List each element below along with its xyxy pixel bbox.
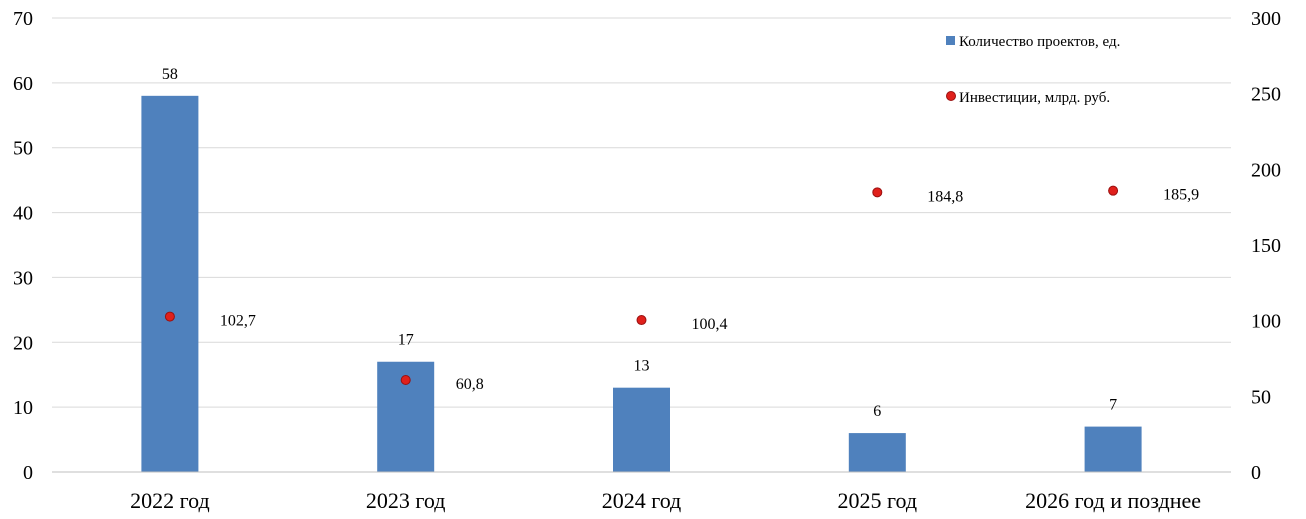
y-right-tick-label: 0 [1251, 462, 1261, 484]
bar-data-label: 13 [634, 358, 650, 375]
y-left-tick-label: 70 [13, 8, 33, 30]
x-tick-label: 2025 год [838, 488, 918, 513]
legend: Количество проектов, ед. Инвестиции, млр… [946, 34, 1120, 106]
bar [613, 387, 670, 472]
scatter-series: 102,7 60,8 100,4 184,8 185,9 [164, 185, 1199, 393]
y-left-tick-label: 0 [23, 462, 33, 484]
x-tick-label: 2024 год [602, 488, 682, 513]
legend-marker-dot [946, 91, 956, 101]
y-right-tick-label: 100 [1251, 311, 1281, 333]
bar [848, 433, 906, 472]
bar-series: 58 17 13 6 7 [141, 66, 1142, 472]
point-data-label: 184,8 [927, 188, 963, 205]
point-data-label: 185,9 [1163, 187, 1199, 204]
scatter-point [872, 187, 883, 198]
y-left-tick-label: 40 [13, 203, 33, 225]
y-right-tick-label: 300 [1251, 8, 1281, 30]
point-data-label: 102,7 [220, 313, 256, 330]
scatter-point [400, 374, 411, 385]
bar [1084, 426, 1142, 472]
point-data-label: 100,4 [692, 316, 728, 333]
scatter-point [164, 311, 175, 322]
scatter-point [1108, 185, 1119, 196]
y-right-tick-label: 250 [1251, 84, 1281, 106]
scatter-point [636, 315, 647, 326]
x-tick-label: 2023 год [366, 488, 446, 513]
bar-data-label: 6 [873, 403, 881, 420]
y-left-tick-label: 50 [13, 138, 33, 160]
axes: 0 10 20 30 40 50 60 70 0 50 100 150 200 250 300 2022 го… [13, 8, 1281, 513]
legend-label-bar: Количество проектов, ед. [959, 34, 1120, 50]
bar-data-label: 17 [398, 332, 414, 349]
legend-swatch-bar [946, 36, 955, 45]
bar-data-label: 58 [162, 66, 178, 83]
y-right-tick-label: 50 [1251, 386, 1271, 408]
point-data-label: 60,8 [456, 376, 484, 393]
y-left-tick-label: 60 [13, 73, 33, 95]
bar-data-label: 7 [1109, 397, 1117, 414]
x-tick-label: 2026 год и позднее [1025, 488, 1201, 513]
y-right-tick-label: 200 [1251, 159, 1281, 181]
legend-label-dot: Инвестиции, млрд. руб. [959, 90, 1110, 106]
y-right-tick-label: 150 [1251, 235, 1281, 257]
y-left-tick-label: 20 [13, 332, 33, 354]
y-left-tick-label: 10 [13, 397, 33, 419]
y-left-tick-label: 30 [13, 267, 33, 289]
bar [141, 95, 199, 472]
gridlines [52, 17, 1231, 408]
x-tick-label: 2022 год [130, 488, 210, 513]
